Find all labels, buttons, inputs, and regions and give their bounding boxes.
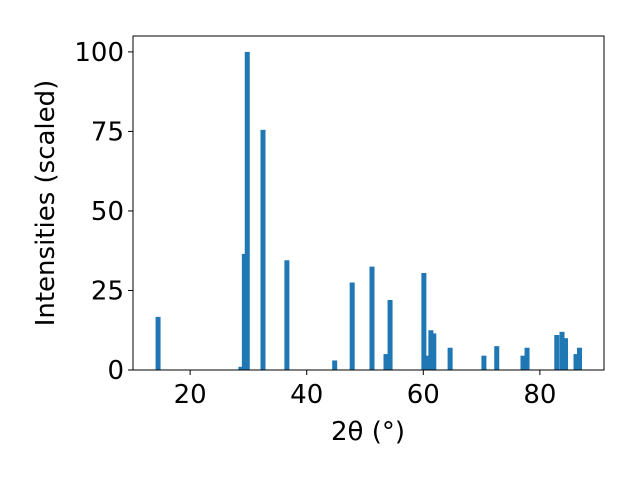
y-tick-label: 25 [91, 276, 124, 306]
bar [332, 360, 338, 370]
plot-frame [132, 35, 605, 371]
bar [260, 129, 266, 370]
bar [494, 346, 500, 370]
bar [155, 316, 161, 370]
bar [349, 282, 355, 370]
y-tick-label: 0 [107, 356, 124, 386]
bar [554, 335, 560, 370]
bar [369, 266, 375, 370]
x-tick-label: 20 [174, 380, 207, 410]
x-tick-label: 60 [407, 380, 440, 410]
bar [559, 331, 565, 370]
bar [244, 51, 250, 371]
x-tick-label: 80 [523, 380, 556, 410]
bar [284, 260, 290, 370]
bar [238, 366, 244, 370]
bar [241, 253, 247, 370]
bar [425, 355, 431, 370]
bar [447, 347, 453, 370]
bar [431, 333, 437, 370]
y-tick-label: 100 [74, 38, 124, 68]
bar [524, 347, 530, 370]
bar [520, 355, 526, 370]
y-axis-label: Intensities (scaled) [31, 80, 61, 327]
bar [577, 347, 583, 370]
bar [383, 354, 389, 370]
y-tick-label: 75 [91, 117, 124, 147]
bar [387, 300, 393, 370]
bar [428, 330, 434, 370]
y-tick-label: 50 [91, 197, 124, 227]
bar [573, 354, 579, 370]
bar [421, 272, 427, 370]
x-tick-label: 40 [290, 380, 323, 410]
bar [481, 355, 487, 370]
x-axis-label: 2θ (°) [331, 417, 405, 447]
bar [563, 338, 569, 370]
